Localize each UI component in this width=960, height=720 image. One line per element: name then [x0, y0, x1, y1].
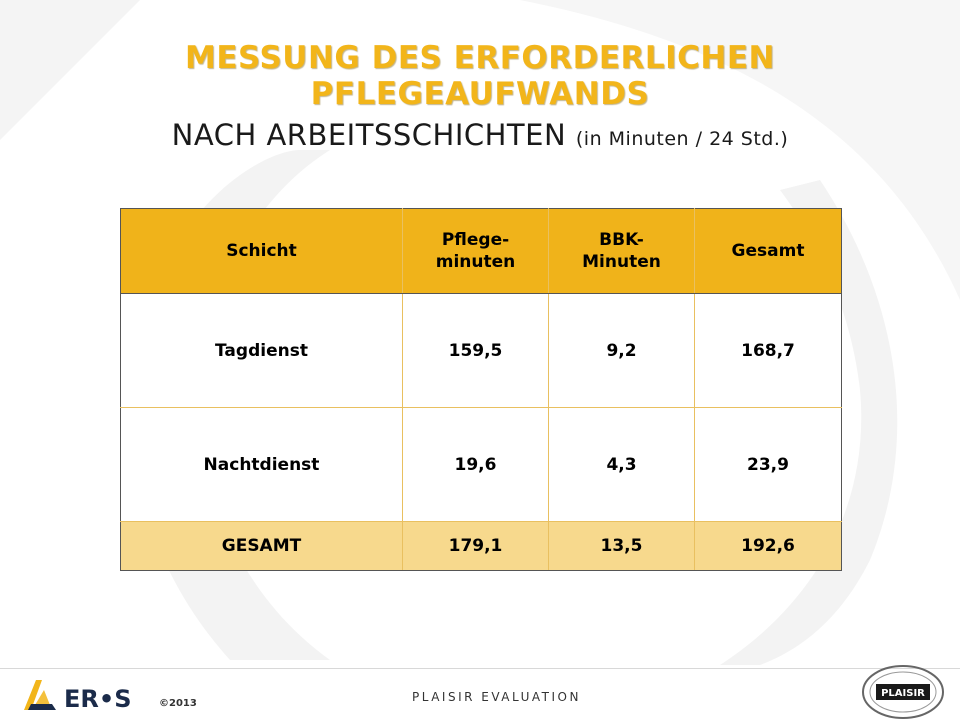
title-block: MESSUNG DES ERFORDERLICHEN PFLEGEAUFWAND… — [0, 40, 960, 152]
table-total-row: GESAMT 179,1 13,5 192,6 — [120, 521, 842, 571]
table-cell: Nachtdienst — [120, 407, 403, 522]
page-title-line-2: PFLEGEAUFWANDS — [310, 76, 650, 112]
page-title: MESSUNG DES ERFORDERLICHEN PFLEGEAUFWAND… — [0, 40, 960, 112]
table-row: Tagdienst 159,5 9,2 168,7 — [120, 293, 842, 408]
total-cell: GESAMT — [120, 521, 403, 571]
total-cell: 192,6 — [694, 521, 842, 571]
table-row: Nachtdienst 19,6 4,3 23,9 — [120, 407, 842, 522]
table-cell: 159,5 — [402, 293, 549, 408]
page-title-line-1: MESSUNG DES ERFORDERLICHEN — [185, 40, 775, 76]
seal-label: PLAISIR — [881, 688, 925, 699]
table-header-row: Schicht Pflege- minuten BBK- Minuten Ges… — [120, 208, 842, 294]
table-cell: 23,9 — [694, 407, 842, 522]
header-cell-gesamt: Gesamt — [694, 208, 842, 294]
footer-product-name: PLAISIR EVALUATION — [412, 690, 581, 704]
table-cell: 9,2 — [548, 293, 695, 408]
footer-divider — [0, 668, 960, 669]
total-cell: 13,5 — [548, 521, 695, 571]
data-table: Schicht Pflege- minuten BBK- Minuten Ges… — [120, 208, 842, 571]
subtitle-text: NACH ARBEITSSCHICHTEN — [171, 118, 567, 152]
header-cell-schicht: Schicht — [120, 208, 403, 294]
table-cell: 4,3 — [548, 407, 695, 522]
plaisir-seal-logo: PLAISIR — [862, 665, 944, 719]
copyright-text: ©2013 — [159, 698, 197, 709]
header-cell-pflegeminuten: Pflege- minuten — [402, 208, 549, 294]
page-subtitle: NACH ARBEITSSCHICHTEN (in Minuten / 24 S… — [0, 118, 960, 152]
total-cell: 179,1 — [402, 521, 549, 571]
table-cell: 19,6 — [402, 407, 549, 522]
header-cell-bbk-minuten: BBK- Minuten — [548, 208, 695, 294]
subtitle-unit-note: (in Minuten / 24 Std.) — [575, 128, 789, 150]
eros-logo: ER•S — [24, 680, 132, 713]
table-cell: Tagdienst — [120, 293, 403, 408]
table-cell: 168,7 — [694, 293, 842, 408]
eros-logo-text: ER•S — [64, 685, 132, 713]
eros-mark-icon — [24, 680, 56, 710]
